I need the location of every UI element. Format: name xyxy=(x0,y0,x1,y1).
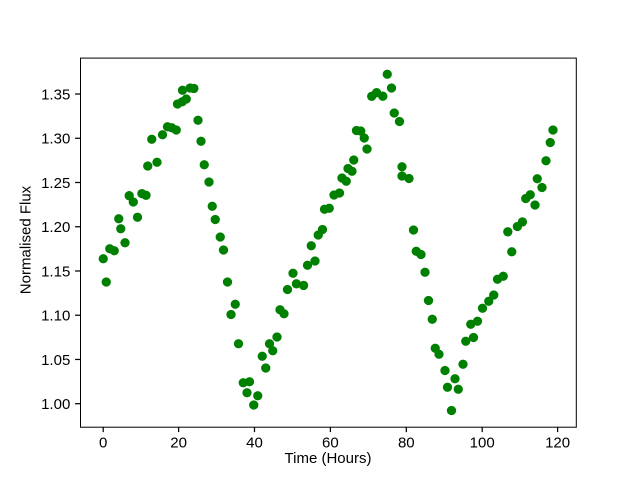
svg-text:1.10: 1.10 xyxy=(41,308,70,325)
svg-text:0: 0 xyxy=(99,435,107,452)
svg-text:1.15: 1.15 xyxy=(41,263,70,280)
svg-text:1.20: 1.20 xyxy=(41,219,70,236)
svg-text:1.25: 1.25 xyxy=(41,175,70,192)
svg-text:Normalised Flux: Normalised Flux xyxy=(18,185,35,294)
svg-text:60: 60 xyxy=(322,435,339,452)
svg-text:Time (Hours): Time (Hours) xyxy=(285,450,372,467)
svg-text:100: 100 xyxy=(470,435,495,452)
svg-text:120: 120 xyxy=(545,435,570,452)
svg-text:20: 20 xyxy=(170,435,187,452)
svg-text:1.35: 1.35 xyxy=(41,86,70,103)
svg-text:40: 40 xyxy=(246,435,263,452)
svg-text:1.00: 1.00 xyxy=(41,396,70,413)
svg-text:80: 80 xyxy=(398,435,415,452)
svg-text:1.30: 1.30 xyxy=(41,131,70,148)
svg-text:1.05: 1.05 xyxy=(41,352,70,369)
